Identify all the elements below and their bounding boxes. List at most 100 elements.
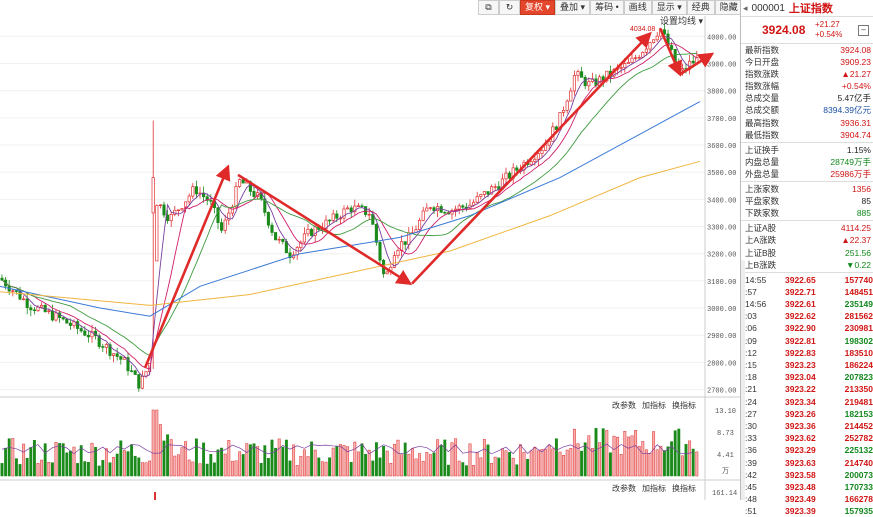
- stat-row: 上证换手 1.15%: [741, 144, 873, 156]
- draw-line-button[interactable]: 画线: [623, 0, 652, 15]
- candle-body: [630, 57, 634, 63]
- ma-setting-dropdown[interactable]: 设置均线 ▾: [660, 16, 704, 26]
- volume-ytick: 4.41: [717, 452, 734, 460]
- candle-body: [216, 207, 220, 223]
- volume-bar: [500, 448, 504, 477]
- volume-bar: [133, 455, 137, 477]
- trade-time: :09: [745, 335, 757, 346]
- volume-bar: [104, 448, 108, 477]
- volume-bar: [292, 444, 296, 477]
- volume-bar: [22, 443, 26, 477]
- candle-body: [364, 206, 368, 215]
- volume-bar: [497, 457, 501, 477]
- volume-ytick: 8.73: [717, 430, 734, 438]
- volume-bar: [464, 465, 468, 477]
- candle-body: [554, 126, 558, 130]
- stat-row: 指数涨跌 ▲21.27: [741, 68, 873, 80]
- stat-value: 1.15%: [846, 144, 871, 155]
- volume-bar: [580, 450, 584, 477]
- volume-bar: [468, 443, 472, 477]
- kline-chart[interactable]: 4000.00 3900.00 3800.00 3700.00 3600.00 3500.…: [0, 0, 740, 500]
- trade-price: 3922.61: [785, 299, 816, 310]
- candle-body: [158, 204, 162, 206]
- volume-ytick: 13.10: [715, 408, 737, 416]
- candle-body: [493, 186, 497, 188]
- classic-button[interactable]: 经典: [686, 0, 715, 15]
- volume-bar: [220, 447, 224, 477]
- volume-bar: [68, 450, 72, 477]
- candle-body: [540, 150, 544, 154]
- trade-time: :30: [745, 420, 757, 431]
- candle-body: [133, 370, 137, 375]
- volume-bar: [680, 455, 684, 477]
- candle-body: [277, 238, 281, 241]
- quote-panel: ◂ 000001 上证指数 3924.08 +21.27 +0.54% – 最新…: [740, 0, 873, 516]
- indicator-edit-params[interactable]: 改参数: [612, 484, 636, 493]
- volume-bar: [616, 436, 620, 477]
- indicator-switch-indicator[interactable]: 换指标: [672, 484, 696, 493]
- trade-row: :15 3923.23 186224: [741, 359, 873, 371]
- refresh-icon[interactable]: ↻: [499, 0, 520, 15]
- candle-body: [220, 222, 224, 231]
- volume-bar: [187, 459, 191, 477]
- volume-bar: [490, 463, 494, 477]
- volume-bar: [180, 447, 184, 477]
- indicator-add-indicator[interactable]: 加指标: [642, 484, 666, 493]
- candle-body: [47, 310, 51, 313]
- volume-switch-indicator[interactable]: 换指标: [672, 401, 696, 410]
- candle-body: [342, 208, 346, 219]
- stat-row: 总成交量 5.47亿手: [741, 92, 873, 104]
- minimize-icon[interactable]: –: [858, 25, 869, 36]
- stat-row: 外盘总量 25986万手: [741, 168, 873, 180]
- display-button[interactable]: 显示 ▾: [651, 0, 687, 15]
- candle-body: [425, 207, 429, 212]
- fuquan-button[interactable]: 复权 ▾: [520, 0, 556, 15]
- volume-bar: [565, 449, 569, 477]
- volume-bar: [328, 457, 332, 477]
- candle-body: [353, 205, 357, 213]
- copy-icon[interactable]: ⧉: [478, 0, 499, 15]
- stat-label: 总成交量: [745, 93, 780, 104]
- candle-body: [396, 250, 400, 256]
- high-price-label: 4034.08 →: [630, 26, 664, 33]
- candle-body: [475, 196, 479, 203]
- volume-bar: [130, 444, 134, 477]
- candle-body: [461, 205, 465, 208]
- volume-bar: [252, 443, 256, 477]
- candle-body: [680, 68, 684, 71]
- volume-bar: [245, 443, 249, 477]
- volume-bar: [554, 438, 558, 477]
- volume-edit-params[interactable]: 改参数: [612, 401, 636, 410]
- volume-bar: [562, 455, 566, 477]
- volume-bar: [65, 452, 69, 477]
- trade-volume: 219481: [844, 396, 873, 407]
- candle-body: [115, 353, 119, 357]
- candle-body: [504, 172, 508, 180]
- volume-bar: [50, 462, 54, 477]
- candle-body: [270, 224, 274, 233]
- volume-bar: [342, 445, 346, 477]
- prev-stock-icon[interactable]: ◂: [743, 2, 748, 13]
- candle-body: [119, 356, 123, 360]
- candle-body: [205, 196, 209, 201]
- candle-body: [230, 206, 234, 214]
- trades-scrollbar[interactable]: [741, 260, 745, 500]
- candle-body: [356, 205, 360, 207]
- volume-bar: [695, 451, 699, 477]
- volume-bar: [36, 463, 40, 477]
- chips-button[interactable]: 筹码 •: [590, 0, 624, 15]
- volume-add-indicator[interactable]: 加指标: [642, 401, 666, 410]
- candle-body: [162, 204, 166, 216]
- overlay-button[interactable]: 叠加 ▾: [555, 0, 591, 15]
- stat-value: 85: [861, 196, 871, 207]
- candle-body: [385, 271, 389, 275]
- candle-body: [576, 71, 580, 76]
- chart-area[interactable]: 4000.00 3900.00 3800.00 3700.00 3600.00 3500.…: [0, 0, 750, 500]
- candle-body: [306, 228, 310, 235]
- volume-bar: [641, 441, 645, 477]
- candle-body: [349, 207, 353, 213]
- volume-bar: [630, 435, 634, 477]
- trend-arrow: [679, 52, 715, 76]
- trade-row: :57 3922.71 148451: [741, 286, 873, 298]
- volume-bar: [338, 444, 342, 477]
